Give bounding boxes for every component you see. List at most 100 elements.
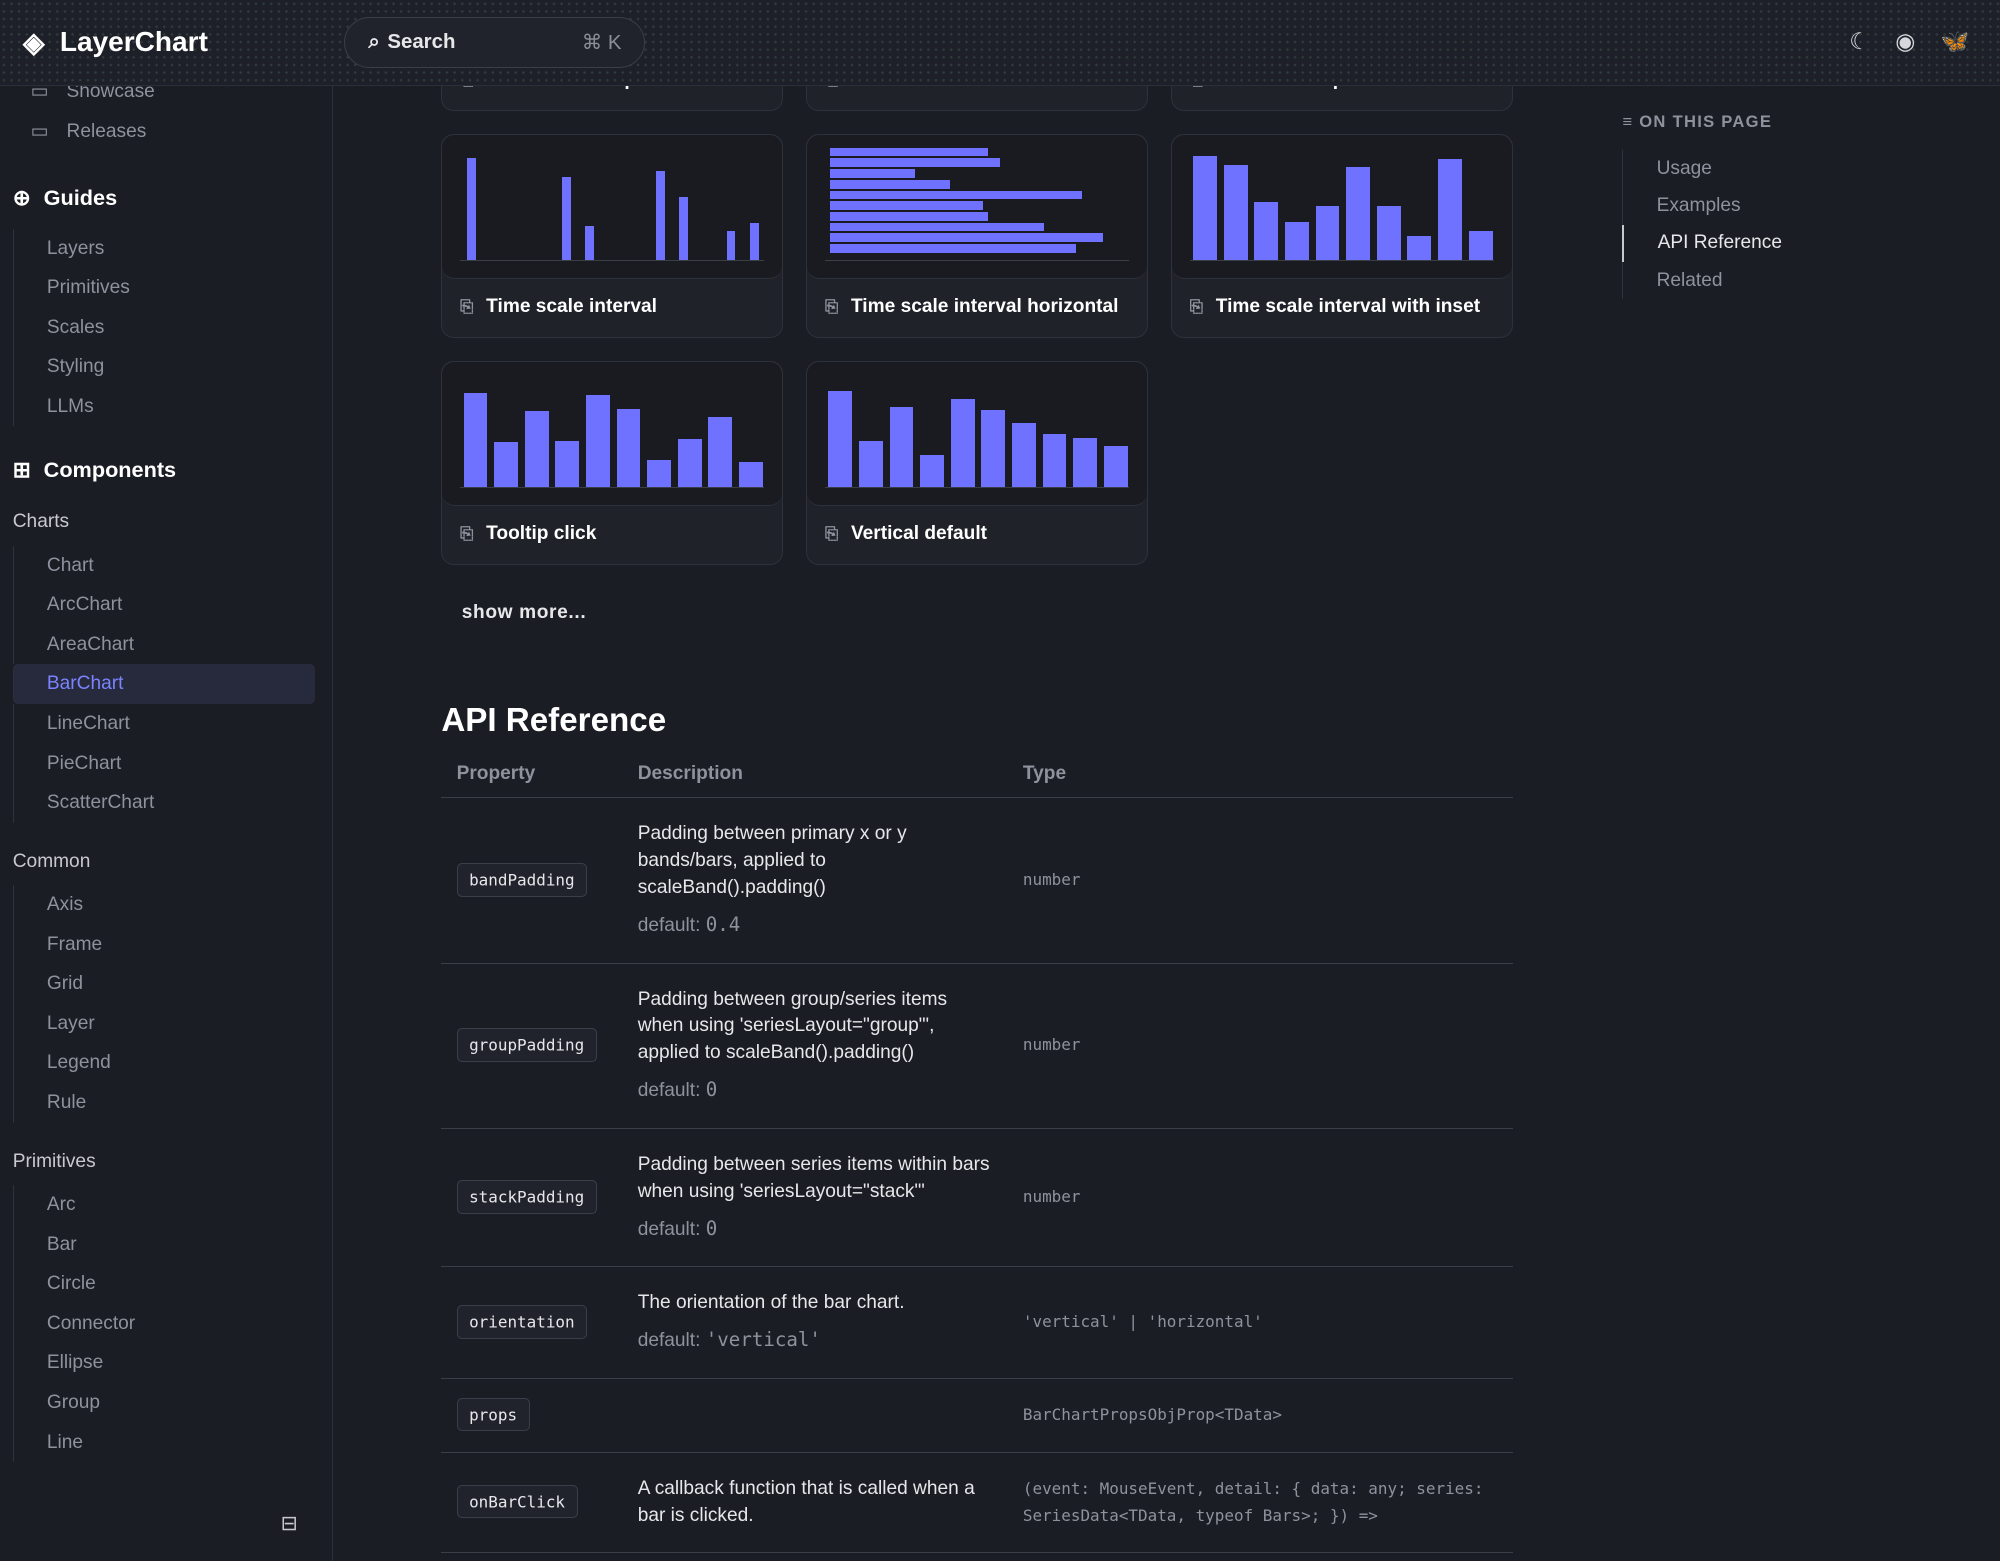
bar[interactable] (920, 454, 945, 487)
sidebar-item-showcase[interactable]: ▭ Showcase (31, 85, 155, 103)
sidebar-item-arc[interactable]: Arc (12, 1185, 332, 1225)
bar[interactable] (1346, 166, 1371, 260)
bar[interactable] (726, 230, 736, 260)
bar[interactable] (830, 211, 989, 221)
prop-type: number (1007, 963, 1513, 1129)
bar[interactable] (616, 408, 641, 487)
bar[interactable] (830, 179, 951, 189)
bar[interactable] (555, 440, 580, 487)
bar[interactable] (830, 190, 1083, 200)
sidebar-item-rule[interactable]: Rule (12, 1083, 332, 1123)
toc-item-usage[interactable]: Usage (1622, 150, 1782, 188)
prop-name: orientation (456, 1304, 588, 1339)
section-components[interactable]: ⊞ Components (12, 457, 177, 483)
group-primitives: Primitives (12, 1150, 96, 1172)
example-card[interactable]: ⎘ Time scale interval with inset (1170, 133, 1513, 338)
bar[interactable] (463, 392, 488, 487)
show-more-link[interactable]: show more... (461, 602, 587, 624)
bar[interactable] (1407, 236, 1432, 260)
bar[interactable] (1468, 230, 1493, 260)
sidebar-item-styling[interactable]: Styling (12, 347, 332, 387)
bar[interactable] (524, 410, 549, 487)
bar[interactable] (1284, 222, 1309, 260)
bar[interactable] (679, 196, 689, 260)
bar[interactable] (1042, 434, 1067, 487)
bar[interactable] (830, 169, 916, 178)
sidebar-item-areachart[interactable]: AreaChart (12, 624, 332, 665)
bar[interactable] (647, 460, 672, 487)
bar[interactable] (858, 440, 883, 487)
bar[interactable] (561, 177, 571, 260)
bar[interactable] (830, 201, 983, 211)
brand-logo[interactable]: ◈ LayerChart (22, 26, 208, 58)
discord-icon[interactable]: ◉ (1895, 28, 1916, 55)
sidebar-item-barchart[interactable]: BarChart (12, 664, 316, 704)
sidebar-item-scales[interactable]: Scales (12, 307, 332, 348)
default-value: 0 (705, 1078, 718, 1102)
bar[interactable] (655, 170, 665, 260)
search-button[interactable]: ⌕ Search ⌘ K (344, 16, 646, 68)
collapse-sidebar-icon[interactable]: ⊟ (280, 1513, 298, 1536)
bar[interactable] (739, 462, 763, 487)
toc-item-examples[interactable]: Examples (1622, 187, 1782, 225)
bluesky-icon[interactable]: 🦋 (1940, 28, 1970, 55)
bar[interactable] (981, 409, 1006, 487)
bar[interactable] (1438, 159, 1462, 260)
sidebar-item-group[interactable]: Group (12, 1383, 332, 1423)
bar[interactable] (828, 390, 853, 487)
bar[interactable] (1254, 202, 1279, 260)
example-card[interactable]: ⎘ Time scale interval horizontal (806, 133, 1148, 338)
sidebar-item-bar[interactable]: Bar (12, 1224, 332, 1265)
globe-icon: ⊕ (12, 184, 31, 210)
sidebar-item-frame[interactable]: Frame (12, 924, 332, 965)
sidebar-item-legend[interactable]: Legend (12, 1043, 332, 1084)
moon-icon[interactable]: ☾ (1849, 28, 1870, 55)
sidebar-item-grid[interactable]: Grid (12, 964, 332, 1004)
bar[interactable] (585, 225, 595, 260)
bar[interactable] (494, 441, 519, 487)
sidebar-item-llms[interactable]: LLMs (12, 386, 332, 427)
sidebar-item-line[interactable]: Line (12, 1422, 332, 1463)
bar[interactable] (750, 223, 759, 260)
bar[interactable] (467, 158, 477, 260)
sidebar-item-chart[interactable]: Chart (12, 545, 332, 586)
bar[interactable] (677, 438, 702, 487)
sidebar-item-releases[interactable]: ▭ Releases (30, 120, 147, 142)
sidebar-item-ellipse[interactable]: Ellipse (12, 1343, 332, 1383)
section-guides[interactable]: ⊕ Guides (12, 184, 118, 210)
bar[interactable] (585, 394, 610, 487)
example-card[interactable]: ⎘ Tooltip click (441, 360, 784, 566)
bar[interactable] (830, 244, 1077, 253)
bar[interactable] (830, 222, 1045, 232)
bar[interactable] (1103, 446, 1128, 487)
bar[interactable] (1315, 206, 1340, 260)
sidebar-item-piechart[interactable]: PieChart (12, 743, 332, 784)
sidebar-item-linechart[interactable]: LineChart (12, 703, 332, 744)
bar[interactable] (1376, 206, 1401, 260)
bar[interactable] (1193, 155, 1217, 260)
sidebar-item-arcchart[interactable]: ArcChart (12, 585, 332, 625)
toc-item-api-reference[interactable]: API Reference (1622, 224, 1782, 262)
sidebar-item-connector[interactable]: Connector (12, 1303, 332, 1344)
sidebar-item-primitives[interactable]: Primitives (12, 268, 332, 308)
bar[interactable] (830, 158, 1001, 168)
sidebar-item-axis[interactable]: Axis (12, 885, 332, 925)
sidebar-item-layers[interactable]: Layers (12, 228, 332, 269)
bar[interactable] (1012, 422, 1036, 487)
bar[interactable] (1073, 437, 1098, 487)
bar[interactable] (1223, 164, 1248, 260)
sidebar-item-scatterchart[interactable]: ScatterChart (12, 783, 332, 823)
bar[interactable] (889, 406, 914, 487)
bar[interactable] (830, 233, 1103, 243)
example-card[interactable]: ⎘ Vertical default (806, 360, 1148, 566)
bar[interactable] (830, 147, 989, 157)
toc-item-related[interactable]: Related (1622, 261, 1782, 300)
sidebar-item-layer[interactable]: Layer (12, 1003, 332, 1044)
bar[interactable] (950, 399, 975, 487)
prop-type: 'vertical' | 'horizontal' (1007, 1266, 1513, 1380)
prop-type: number (1007, 797, 1513, 964)
bar[interactable] (708, 417, 733, 487)
notebook-icon: ▭ (30, 120, 49, 142)
sidebar-item-circle[interactable]: Circle (12, 1264, 332, 1304)
example-card[interactable]: ⎘ Time scale interval (441, 133, 784, 338)
